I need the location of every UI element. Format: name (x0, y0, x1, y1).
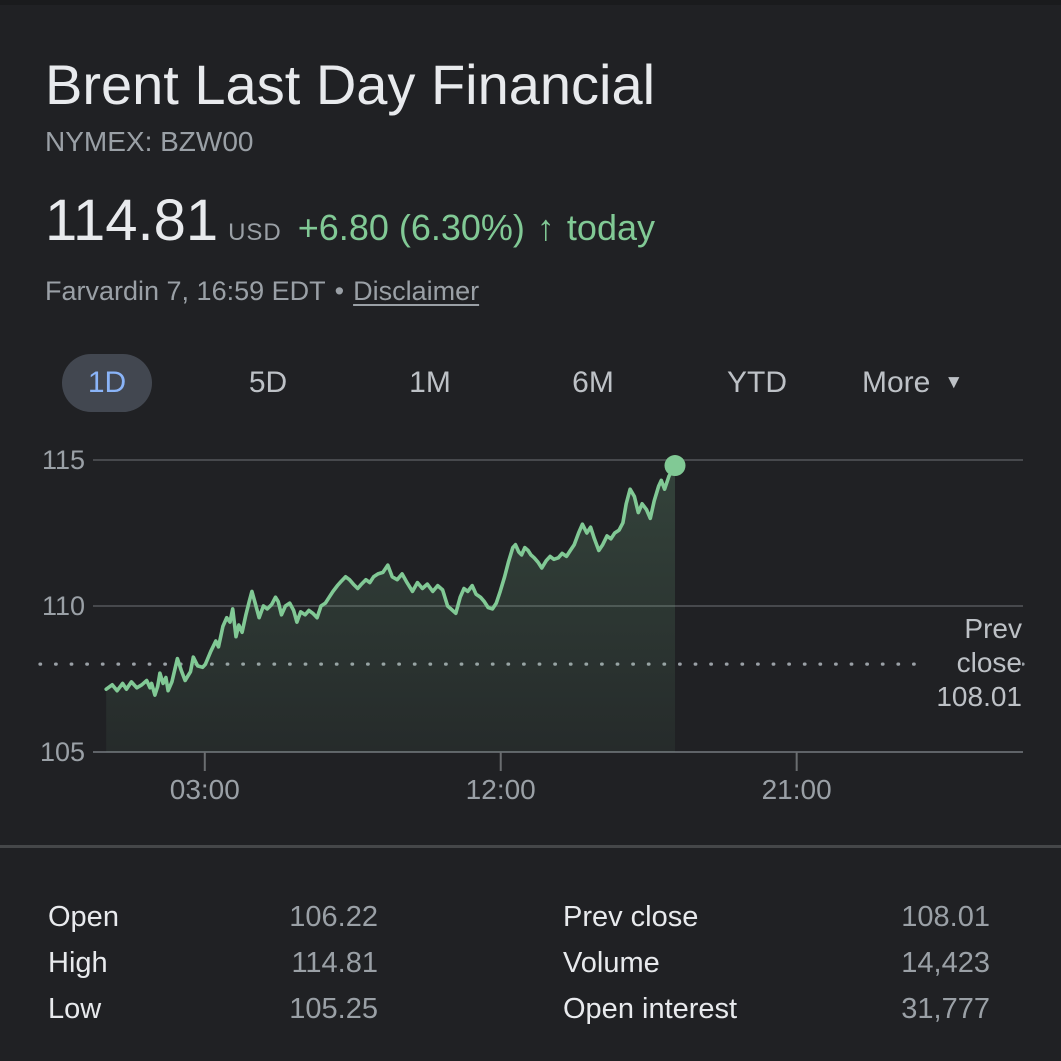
prev-close-line3: 108.01 (936, 681, 1022, 712)
chevron-down-icon: ▼ (944, 372, 964, 393)
stat-value: 14,423 (901, 947, 990, 979)
prev-close-line1: Prev (964, 613, 1022, 644)
page-title: Brent Last Day Financial (45, 53, 656, 116)
stat-value: 105.25 (289, 993, 378, 1025)
tab-6m[interactable]: 6M (572, 366, 614, 399)
stat-row-volume: Volume 14,423 (563, 946, 993, 980)
y-axis-label-115: 115 (41, 445, 85, 475)
stat-row-open: Open 106.22 (48, 900, 378, 934)
stat-label: Open interest (563, 993, 738, 1025)
bullet-separator: • (334, 276, 345, 306)
price-line (104, 463, 677, 697)
tab-5d[interactable]: 5D (248, 366, 288, 399)
disclaimer-link[interactable]: Disclaimer (353, 276, 480, 306)
stat-value: 31,777 (901, 993, 990, 1025)
current-price: 114.81 (45, 188, 219, 253)
stat-label: High (48, 947, 108, 979)
last-price-dot (664, 455, 686, 477)
stat-label: Low (48, 993, 102, 1025)
prev-close-line2: close (956, 647, 1022, 678)
top-edge-strip (0, 0, 1061, 5)
section-divider (0, 845, 1061, 848)
stat-value: 108.01 (901, 901, 990, 933)
stat-row-low: Low 105.25 (48, 992, 378, 1026)
stat-label: Open (48, 901, 119, 933)
stat-value: 114.81 (291, 947, 378, 979)
stat-value: 106.22 (289, 901, 378, 933)
y-axis-label-110: 110 (41, 591, 85, 621)
tab-1d-selected[interactable]: 1D (62, 354, 152, 412)
exchange-symbol: NYMEX: BZW00 (45, 126, 254, 157)
price-area-fill (106, 465, 675, 752)
stat-row-prev-close: Prev close 108.01 (563, 900, 993, 934)
tab-ytd[interactable]: YTD (727, 366, 787, 399)
y-axis-label-105: 105 (39, 737, 85, 767)
currency-label: USD (228, 219, 282, 246)
prev-close-annotation: Prev close 108.01 (926, 612, 1022, 714)
x-axis-label-21:00: 21:00 (761, 774, 832, 805)
stat-label: Volume (563, 947, 660, 979)
tab-more-dropdown[interactable]: More ▼ (862, 354, 963, 412)
x-axis-label-12:00: 12:00 (465, 774, 536, 805)
stat-row-high: High 114.81 (48, 946, 378, 980)
x-axis-label-03:00: 03:00 (169, 774, 240, 805)
quote-timestamp: Farvardin 7, 16:59 EDT (45, 276, 326, 306)
quote-meta-row: Farvardin 7, 16:59 EDT • Disclaimer (45, 276, 479, 307)
more-label: More (862, 366, 931, 399)
price-change: +6.80 (6.30%) (297, 207, 525, 248)
stat-row-open-interest: Open interest 31,777 (563, 992, 993, 1026)
stat-label: Prev close (563, 901, 699, 933)
change-period-label: today (566, 207, 655, 248)
price-row: 114.81 USD +6.80 (6.30%) ↑ today (45, 192, 655, 250)
tab-1m[interactable]: 1M (409, 366, 451, 399)
arrow-up-icon: ↑ (536, 207, 555, 248)
